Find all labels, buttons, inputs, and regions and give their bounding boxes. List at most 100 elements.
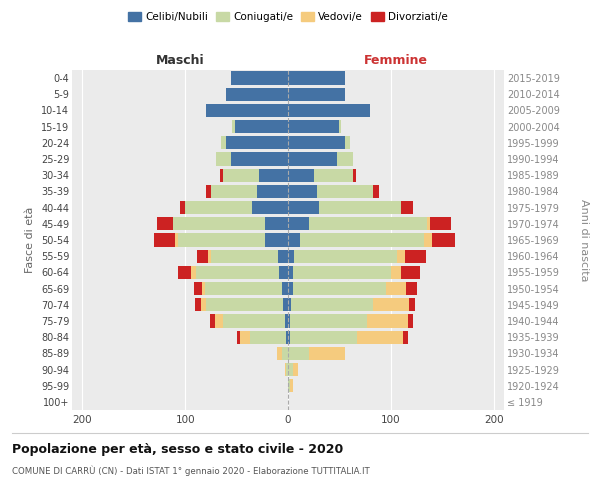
Bar: [286, 363, 288, 376]
Bar: [236, 330, 239, 344]
Bar: [401, 201, 413, 214]
Bar: [194, 282, 202, 295]
Bar: [279, 266, 288, 279]
Bar: [308, 217, 427, 230]
Bar: [200, 298, 206, 312]
Bar: [175, 234, 178, 246]
Bar: [409, 298, 415, 312]
Bar: [357, 330, 403, 344]
Y-axis label: Anni di nascita: Anni di nascita: [579, 198, 589, 281]
Bar: [277, 346, 282, 360]
Bar: [205, 282, 282, 295]
Bar: [337, 152, 353, 166]
Bar: [191, 266, 196, 279]
Bar: [232, 120, 235, 134]
Bar: [221, 136, 226, 149]
Bar: [293, 266, 391, 279]
Bar: [210, 314, 215, 328]
Bar: [226, 136, 288, 149]
Bar: [288, 201, 319, 214]
Bar: [288, 88, 344, 101]
Bar: [314, 168, 353, 182]
Bar: [178, 234, 265, 246]
Bar: [282, 282, 288, 295]
Bar: [216, 152, 232, 166]
Bar: [290, 379, 293, 392]
Bar: [208, 250, 211, 263]
Bar: [206, 298, 283, 312]
Bar: [288, 234, 301, 246]
Bar: [173, 217, 265, 230]
Bar: [432, 234, 455, 246]
Bar: [288, 314, 290, 328]
Bar: [278, 250, 288, 263]
Bar: [288, 217, 308, 230]
Bar: [211, 250, 278, 263]
Bar: [211, 185, 257, 198]
Bar: [223, 168, 259, 182]
Bar: [206, 104, 288, 117]
Bar: [252, 201, 288, 214]
Bar: [286, 330, 288, 344]
Bar: [197, 250, 208, 263]
Bar: [180, 201, 185, 214]
Bar: [178, 266, 191, 279]
Bar: [202, 282, 205, 295]
Text: Popolazione per età, sesso e stato civile - 2020: Popolazione per età, sesso e stato civil…: [12, 442, 343, 456]
Bar: [226, 88, 288, 101]
Bar: [391, 266, 401, 279]
Bar: [288, 136, 344, 149]
Text: Maschi: Maschi: [155, 54, 205, 66]
Bar: [288, 266, 293, 279]
Bar: [185, 201, 252, 214]
Bar: [430, 217, 451, 230]
Bar: [250, 330, 286, 344]
Bar: [373, 185, 379, 198]
Bar: [288, 330, 290, 344]
Bar: [397, 250, 405, 263]
Bar: [196, 298, 200, 312]
Bar: [215, 314, 223, 328]
Bar: [293, 363, 298, 376]
Bar: [257, 185, 288, 198]
Y-axis label: Fasce di età: Fasce di età: [25, 207, 35, 273]
Bar: [291, 298, 373, 312]
Bar: [235, 120, 288, 134]
Bar: [288, 379, 290, 392]
Bar: [232, 152, 288, 166]
Bar: [290, 330, 357, 344]
Bar: [288, 185, 317, 198]
Bar: [288, 152, 337, 166]
Bar: [282, 346, 288, 360]
Bar: [206, 185, 211, 198]
Legend: Celibi/Nubili, Coniugati/e, Vedovi/e, Divorziati/e: Celibi/Nubili, Coniugati/e, Vedovi/e, Di…: [124, 8, 452, 26]
Bar: [319, 201, 401, 214]
Bar: [288, 298, 291, 312]
Bar: [285, 363, 286, 376]
Text: Femmine: Femmine: [364, 54, 428, 66]
Bar: [367, 314, 409, 328]
Bar: [409, 314, 413, 328]
Bar: [196, 266, 279, 279]
Bar: [265, 217, 288, 230]
Bar: [285, 314, 288, 328]
Bar: [344, 136, 350, 149]
Bar: [290, 314, 367, 328]
Bar: [386, 282, 406, 295]
Bar: [288, 363, 293, 376]
Bar: [223, 314, 285, 328]
Bar: [288, 120, 340, 134]
Bar: [424, 234, 432, 246]
Bar: [220, 168, 223, 182]
Bar: [239, 330, 250, 344]
Bar: [259, 168, 288, 182]
Bar: [317, 185, 373, 198]
Bar: [157, 217, 173, 230]
Bar: [288, 250, 294, 263]
Bar: [353, 168, 356, 182]
Bar: [301, 234, 424, 246]
Bar: [427, 217, 430, 230]
Bar: [154, 234, 175, 246]
Bar: [288, 346, 308, 360]
Bar: [403, 330, 409, 344]
